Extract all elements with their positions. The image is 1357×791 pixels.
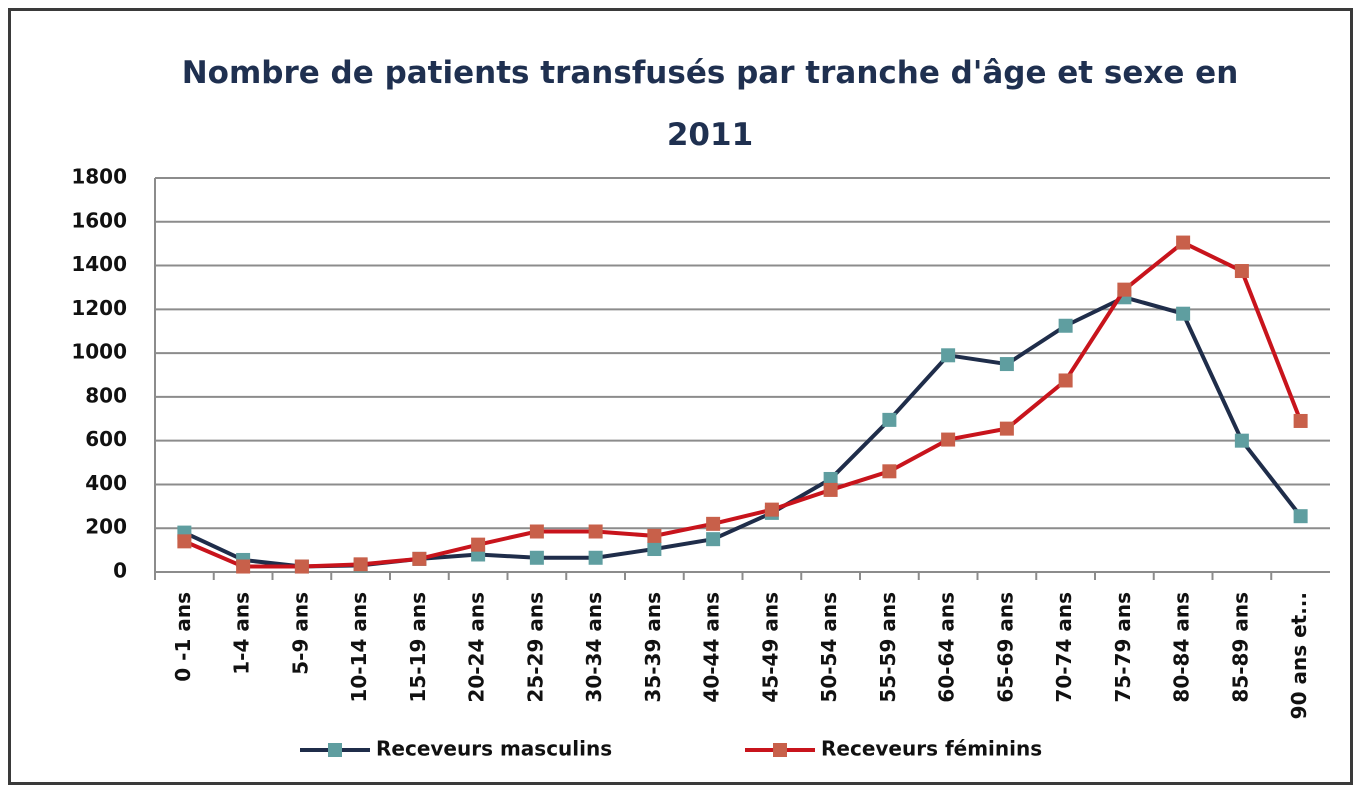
chart-title: Nombre de patients transfusés par tranch… [181, 55, 1239, 153]
marker [823, 471, 838, 486]
marker [294, 559, 309, 574]
marker [1234, 433, 1249, 448]
x-tick-label: 90 ans et... [1287, 592, 1311, 719]
x-tick-label: 65-69 ans [993, 592, 1017, 703]
marker [647, 528, 662, 543]
x-tick-label: 55-59 ans [876, 592, 900, 703]
x-tick-label: 10-14 ans [347, 592, 371, 703]
marker [177, 534, 192, 549]
x-tick-label: 40-44 ans [700, 592, 724, 703]
marker [353, 557, 368, 572]
marker [1176, 306, 1191, 321]
legend-marker [773, 743, 787, 757]
x-tick-label: 50-54 ans [817, 592, 841, 703]
x-tick-label: 20-24 ans [465, 592, 489, 703]
x-tick-label: 15-19 ans [406, 592, 430, 703]
marker [1117, 282, 1132, 297]
marker [529, 550, 544, 565]
x-tick-label: 60-64 ans [935, 592, 959, 703]
y-tick-label: 400 [85, 471, 127, 495]
marker [706, 516, 721, 531]
x-tick-label: 85-89 ans [1228, 592, 1252, 703]
x-tick-label: 25-29 ans [523, 592, 547, 703]
marker [647, 542, 662, 557]
marker [412, 551, 427, 566]
marker [1058, 373, 1073, 388]
marker [588, 550, 603, 565]
marker [529, 524, 544, 539]
marker [1058, 318, 1073, 333]
x-tick-label: 45-49 ans [758, 592, 782, 703]
marker [764, 502, 779, 517]
y-tick-label: 600 [85, 427, 127, 451]
legend-label: Receveurs masculins [376, 737, 612, 761]
marker [823, 482, 838, 497]
marker [1176, 235, 1191, 250]
series-line [183, 240, 1303, 569]
x-tick-label: 35-39 ans [641, 592, 665, 703]
legend-label: Receveurs féminins [821, 737, 1042, 761]
x-tick-label: 75-79 ans [1111, 592, 1135, 703]
marker [471, 537, 486, 552]
marker [588, 524, 603, 539]
y-tick-label: 800 [85, 383, 127, 407]
x-tick-label: 70-74 ans [1052, 592, 1076, 703]
legend-marker [328, 743, 342, 757]
marker [1293, 509, 1308, 524]
x-tick-label: 30-34 ans [582, 592, 606, 703]
chart-frame [8, 8, 1353, 785]
marker [941, 432, 956, 447]
marker [1234, 264, 1249, 279]
marker [882, 464, 897, 479]
marker [236, 559, 251, 574]
marker [882, 412, 897, 427]
y-tick-label: 1000 [71, 340, 127, 364]
marker [999, 421, 1014, 436]
y-tick-label: 1600 [71, 208, 127, 232]
marker [1293, 413, 1308, 428]
y-tick-label: 1800 [71, 165, 127, 189]
marker [941, 348, 956, 363]
marker [706, 532, 721, 547]
y-tick-label: 0 [113, 559, 127, 583]
x-tick-label: 1-4 ans [230, 592, 254, 675]
x-tick-label: 5-9 ans [288, 592, 312, 675]
x-tick-label: 80-84 ans [1170, 592, 1194, 703]
y-tick-label: 200 [85, 515, 127, 539]
y-tick-label: 1200 [71, 296, 127, 320]
x-tick-label: 0 -1 ans [171, 592, 195, 682]
y-tick-label: 1400 [71, 252, 127, 276]
marker [999, 357, 1014, 372]
series-line [183, 295, 1303, 569]
